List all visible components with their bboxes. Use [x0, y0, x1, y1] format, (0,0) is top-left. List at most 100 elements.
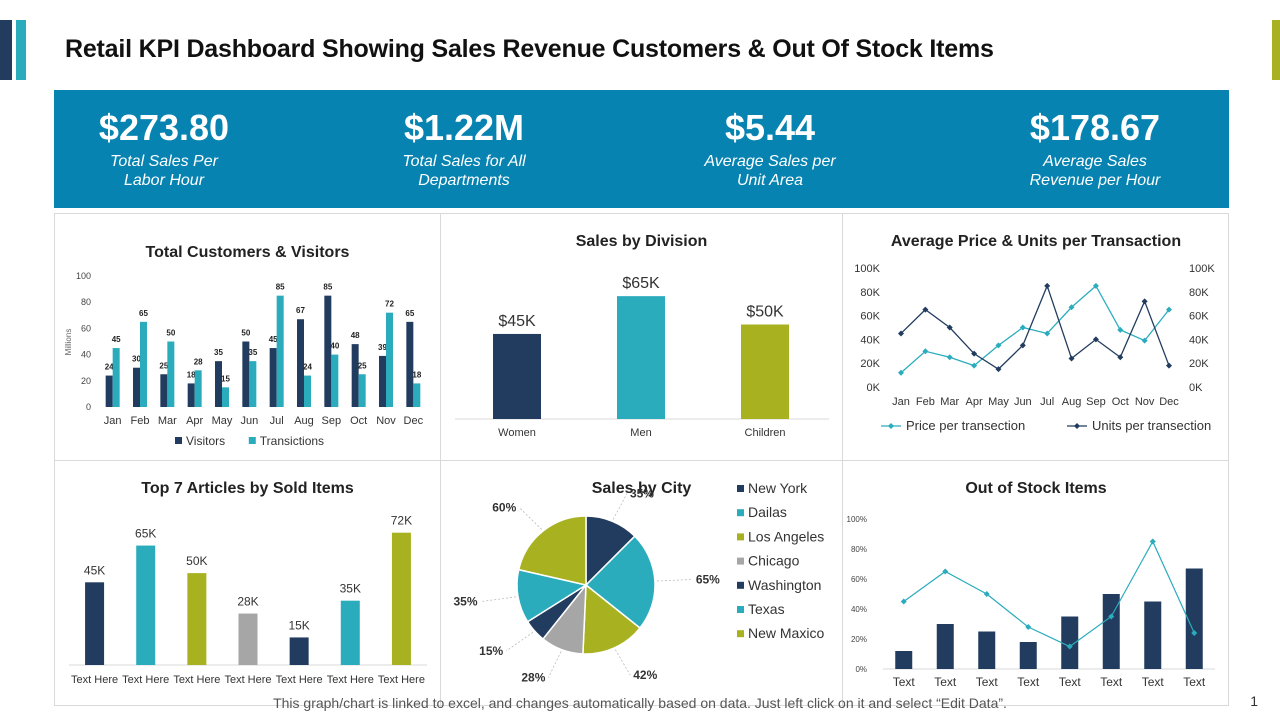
bar	[242, 341, 250, 407]
city-chart[interactable]: 35% 65% 42% 28% 15% 35% 60% New York Dailas Los A…	[441, 461, 843, 707]
bar	[215, 361, 222, 407]
x-tick-label: Text Here	[122, 674, 169, 686]
bar	[136, 545, 156, 665]
x-tick-label: Dec	[1159, 396, 1179, 408]
data-label: 35%	[453, 595, 477, 609]
leader-line	[615, 649, 631, 676]
y-tick-label: 60	[81, 323, 91, 333]
accent-bar-olive	[1272, 20, 1280, 80]
bar	[187, 383, 195, 407]
bar	[249, 361, 257, 407]
kpi-label-line1: Total Sales Per	[110, 152, 218, 170]
y-axis-label: Millions	[64, 329, 73, 356]
data-label: 15K	[288, 618, 309, 632]
data-label: 18	[412, 370, 421, 379]
bar	[269, 348, 277, 407]
accent-bar-teal	[16, 20, 26, 80]
x-tick-label: Aug	[1062, 396, 1082, 408]
data-label: 40	[330, 342, 339, 351]
avgprice-chart[interactable]: 0K 0K 20K 20K 40K 40K 60K 60K 80K 80K 100K 100K Jan F…	[843, 214, 1229, 461]
y-tick-label-right: 40K	[1189, 334, 1209, 346]
bar	[187, 573, 207, 665]
leader-line	[612, 493, 628, 520]
data-label: 35K	[340, 582, 361, 596]
legend-label: Texas	[748, 601, 785, 617]
legend-swatch	[737, 606, 744, 613]
data-point	[1108, 613, 1115, 620]
legend-label: Units per transection	[1092, 418, 1211, 433]
leader-line	[505, 631, 534, 652]
x-tick-label: Jun	[240, 415, 258, 427]
x-tick-label: Mar	[158, 415, 177, 427]
bar	[331, 354, 339, 407]
data-label: 50	[166, 329, 175, 338]
data-label: 39	[378, 343, 387, 352]
bar	[379, 355, 386, 407]
y-tick-label-right: 20K	[1189, 358, 1209, 370]
y-tick-label: 0	[86, 402, 91, 412]
data-point	[1117, 354, 1124, 361]
x-tick-label: Nov	[376, 415, 396, 427]
y-tick-label: 20%	[851, 635, 867, 644]
data-label: 50K	[186, 554, 207, 568]
y-tick-label: 40%	[851, 605, 867, 614]
data-label: 42%	[633, 668, 657, 682]
data-point	[1141, 298, 1148, 305]
x-tick-label: Text	[1142, 675, 1165, 689]
x-tick-label: Text	[934, 675, 957, 689]
y-tick-label: 0%	[855, 665, 867, 674]
leader-line	[480, 596, 517, 602]
division-chart[interactable]: $45K Women $65K Men $50K Children	[441, 214, 843, 461]
x-tick-label: Jul	[1040, 396, 1054, 408]
x-tick-label: Jun	[1014, 396, 1032, 408]
data-point	[1092, 282, 1099, 289]
data-label: 35	[214, 348, 223, 357]
data-point	[1149, 538, 1156, 545]
legend-swatch	[737, 533, 744, 541]
data-label: 35%	[630, 487, 654, 501]
legend-label: Visitors	[186, 434, 225, 448]
data-label: 35	[248, 348, 257, 357]
panel-stock: Out of Stock Items 0% 20% 40% 60% 80% 100% Tex…	[843, 461, 1229, 707]
data-label: 65%	[696, 572, 720, 586]
x-tick-label: Text	[1183, 675, 1206, 689]
data-label: 65	[139, 309, 148, 318]
data-point	[946, 324, 953, 331]
pie-slice	[517, 515, 587, 586]
panel-articles: Top 7 Articles by Sold Items 45K Text Her…	[55, 461, 441, 707]
data-label: 25	[159, 361, 168, 370]
data-label: 67	[296, 306, 305, 315]
x-tick-label: Jan	[892, 396, 910, 408]
customers-chart[interactable]: 0 20 40 60 80 100 Millions 24 45 Jan 30 65 Feb 25 50 Ma…	[55, 214, 441, 461]
x-tick-label: Feb	[916, 396, 935, 408]
bar	[140, 321, 147, 407]
bar	[1061, 616, 1079, 669]
data-label: 18	[187, 370, 196, 379]
legend-swatch	[737, 630, 744, 638]
y-tick-label: 80	[81, 297, 91, 307]
data-point	[898, 369, 904, 376]
chart-title: Sales by City	[591, 480, 692, 497]
data-point	[942, 568, 949, 575]
y-tick-label-right: 0K	[1189, 382, 1203, 394]
stock-chart[interactable]: 0% 20% 40% 60% 80% 100% Text Text Text Text Text Te…	[843, 461, 1229, 707]
kpi-band: $273.80 Total Sales Per Labor Hour $1.22…	[54, 90, 1229, 208]
panel-division: Sales by Division $45K Women $65K Men $50K Ch…	[441, 214, 843, 461]
data-label: 28K	[237, 595, 258, 609]
data-label: 25	[358, 361, 367, 370]
data-point	[898, 330, 904, 337]
x-tick-label: May	[988, 396, 1009, 408]
x-tick-label: Children	[745, 427, 786, 439]
bar	[105, 375, 113, 407]
y-tick-label: 100	[76, 271, 91, 281]
legend-swatch	[737, 509, 744, 517]
bar	[391, 532, 411, 665]
bar	[167, 341, 175, 407]
chart-title: Total Customers & Visitors	[145, 244, 350, 261]
data-label: 24	[105, 363, 114, 372]
x-tick-label: Dec	[404, 415, 424, 427]
legend-label: Dailas	[748, 504, 787, 520]
x-tick-label: Nov	[1135, 396, 1155, 408]
y-tick-label: 40	[81, 350, 91, 360]
